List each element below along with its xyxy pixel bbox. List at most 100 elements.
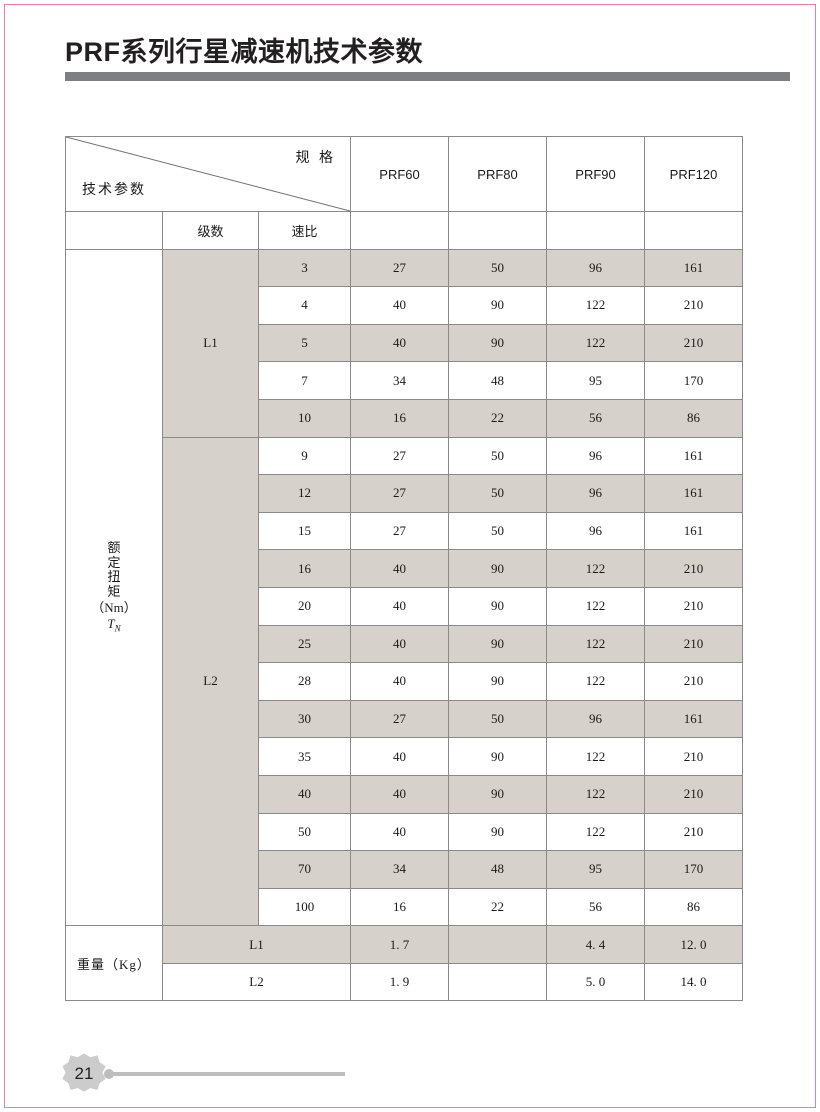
header-model-spacer	[350, 211, 450, 250]
torque-value: 90	[448, 586, 548, 626]
torque-label-char: 矩	[107, 583, 121, 599]
table-row: 12 27 50 96 161	[66, 474, 744, 513]
torque-value: 161	[644, 699, 744, 739]
weight-row: L2 1. 9 5. 0 14. 0	[66, 962, 744, 1002]
torque-value: 50	[448, 699, 548, 739]
torque-value: 210	[644, 774, 744, 814]
torque-value: 22	[448, 887, 548, 927]
table-row: 额定扭矩（Nm） TN L1 3 27 50 96 161	[65, 248, 744, 927]
torque-value: 40	[350, 549, 450, 588]
weight-stage-l2: L2	[161, 962, 352, 1002]
torque-label-char: 额	[107, 540, 121, 556]
header-stage-label: 级数	[162, 211, 259, 250]
header-ratio-label: 速比	[257, 211, 352, 250]
page-number: 21	[74, 1064, 94, 1083]
torque-value: 50	[448, 511, 548, 551]
torque-value: 122	[546, 286, 646, 325]
ratio-value: 35	[257, 737, 352, 776]
torque-value: 96	[546, 436, 646, 476]
torque-value: 90	[448, 323, 548, 363]
weight-value: 1. 7	[350, 925, 450, 964]
torque-value: 40	[350, 286, 450, 325]
torque-value: 210	[644, 662, 744, 701]
torque-value: 122	[546, 549, 646, 588]
header-diagonal-cell: 规 格技术参数	[64, 136, 352, 212]
torque-value: 210	[644, 549, 744, 588]
table-header-row-models: 规 格技术参数 PRF60 PRF80 PRF90 PRF120	[64, 136, 744, 212]
header-empty-cell	[65, 211, 163, 250]
torque-value: 40	[350, 662, 450, 701]
torque-value: 16	[350, 398, 450, 438]
header-model-spacer	[644, 211, 744, 250]
torque-value: 90	[448, 624, 548, 664]
weight-value: 1. 9	[350, 962, 450, 1002]
table-row: 70 34 48 95 170	[66, 850, 744, 889]
torque-value: 27	[350, 511, 450, 551]
torque-value: 161	[644, 511, 744, 551]
torque-value: 86	[644, 887, 744, 927]
weight-value	[448, 925, 548, 964]
torque-symbol: TN	[107, 615, 121, 634]
torque-value: 50	[448, 474, 548, 513]
torque-value: 34	[350, 361, 450, 400]
header-model-spacer	[546, 211, 646, 250]
header-model-spacer	[448, 211, 548, 250]
torque-value: 56	[546, 398, 646, 438]
torque-value: 122	[546, 812, 646, 852]
ratio-value: 4	[257, 286, 352, 325]
footer-line	[112, 1072, 345, 1076]
torque-value: 122	[546, 624, 646, 664]
torque-value: 50	[448, 248, 548, 288]
page-footer: 21	[62, 1052, 762, 1098]
table-row: 20 40 90 122 210	[66, 586, 744, 626]
table-row: 16 40 90 122 210	[66, 549, 744, 588]
ratio-value: 20	[257, 586, 352, 626]
table-row: L2 9 27 50 96 161	[66, 436, 744, 927]
table-row: 50 40 90 122 210	[66, 812, 744, 852]
stage-label-l2: L2	[162, 436, 259, 927]
torque-value: 27	[350, 436, 450, 476]
torque-value: 122	[546, 737, 646, 776]
weight-section-label: 重量（Kg）	[65, 925, 163, 1002]
torque-value: 122	[546, 323, 646, 363]
ratio-value: 40	[257, 774, 352, 814]
table-row: 25 40 90 122 210	[66, 624, 744, 664]
torque-value: 27	[350, 248, 450, 288]
weight-stage-l1: L1	[161, 925, 352, 964]
ratio-value: 16	[257, 549, 352, 588]
torque-value: 27	[350, 474, 450, 513]
ratio-value: 70	[257, 850, 352, 889]
torque-value: 210	[644, 624, 744, 664]
torque-unit: （Nm）	[91, 600, 137, 616]
torque-value: 96	[546, 474, 646, 513]
table-row: 30 27 50 96 161	[66, 699, 744, 739]
torque-value: 16	[350, 887, 450, 927]
torque-value: 96	[546, 511, 646, 551]
torque-value: 210	[644, 812, 744, 852]
table-row: 100 16 22 56 86	[66, 887, 744, 927]
torque-value: 90	[448, 737, 548, 776]
gear-icon: 21	[62, 1052, 106, 1096]
torque-value: 40	[350, 812, 450, 852]
weight-value: 14. 0	[644, 962, 744, 1002]
weight-value: 12. 0	[644, 925, 744, 964]
torque-label-char: 扭	[107, 569, 121, 585]
footer-dot	[104, 1069, 114, 1079]
torque-value: 40	[350, 774, 450, 814]
weight-value	[448, 962, 548, 1002]
specification-table: 规 格技术参数 PRF60 PRF80 PRF90 PRF120 级数 速比额定扭矩（Nm）…	[64, 136, 744, 1002]
torque-value: 210	[644, 323, 744, 363]
torque-value: 90	[448, 549, 548, 588]
torque-value: 161	[644, 474, 744, 513]
table-row: 28 40 90 122 210	[66, 662, 744, 701]
torque-value: 27	[350, 699, 450, 739]
ratio-value: 15	[257, 511, 352, 551]
weight-value: 4. 4	[546, 925, 646, 964]
torque-value: 48	[448, 850, 548, 889]
torque-value: 170	[644, 361, 744, 400]
torque-value: 95	[546, 850, 646, 889]
ratio-value: 5	[257, 323, 352, 363]
ratio-value: 9	[257, 436, 352, 476]
ratio-value: 10	[257, 398, 352, 438]
